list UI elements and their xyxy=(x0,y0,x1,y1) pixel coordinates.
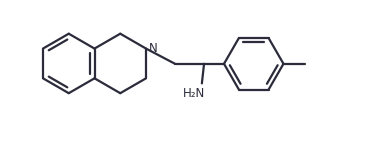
Text: H₂N: H₂N xyxy=(183,87,205,100)
Text: N: N xyxy=(149,42,157,55)
